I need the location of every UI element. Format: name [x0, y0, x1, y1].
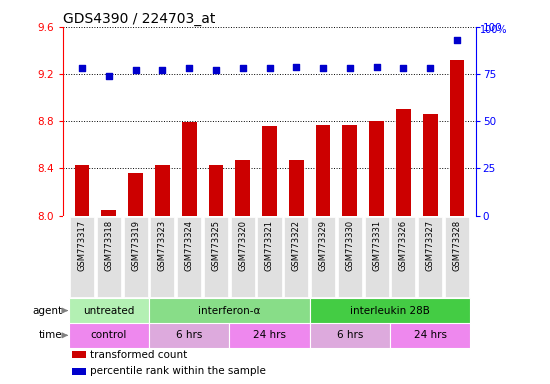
- Bar: [450, 60, 464, 215]
- Bar: [101, 210, 116, 215]
- Point: [131, 67, 140, 73]
- Bar: [343, 125, 357, 215]
- Bar: [75, 165, 89, 215]
- Text: agent: agent: [32, 306, 63, 316]
- FancyBboxPatch shape: [257, 217, 282, 296]
- Bar: [235, 160, 250, 215]
- FancyBboxPatch shape: [150, 217, 174, 296]
- Point: [399, 65, 408, 71]
- Text: GSM773319: GSM773319: [131, 220, 140, 271]
- Bar: [310, 298, 470, 323]
- FancyBboxPatch shape: [365, 217, 389, 296]
- Text: untreated: untreated: [83, 306, 134, 316]
- Point: [372, 63, 381, 70]
- Text: control: control: [91, 330, 127, 340]
- Text: GSM773331: GSM773331: [372, 220, 381, 271]
- Text: GSM773321: GSM773321: [265, 220, 274, 271]
- Text: 100%: 100%: [480, 25, 507, 35]
- Point: [318, 65, 327, 71]
- Point: [426, 65, 434, 71]
- Text: GSM773329: GSM773329: [318, 220, 328, 271]
- Text: GSM773323: GSM773323: [158, 220, 167, 271]
- Bar: [229, 323, 310, 348]
- Text: time: time: [39, 330, 63, 340]
- FancyBboxPatch shape: [284, 217, 309, 296]
- Text: GSM773317: GSM773317: [78, 220, 86, 271]
- Point: [453, 37, 461, 43]
- Bar: [182, 122, 196, 215]
- Text: GSM773330: GSM773330: [345, 220, 354, 271]
- Text: GSM773328: GSM773328: [453, 220, 461, 271]
- Text: 24 hrs: 24 hrs: [253, 330, 286, 340]
- Bar: [369, 121, 384, 215]
- Text: interleukin 28B: interleukin 28B: [350, 306, 430, 316]
- Bar: [396, 109, 411, 215]
- Point: [104, 73, 113, 79]
- Bar: [72, 368, 86, 375]
- Bar: [390, 323, 470, 348]
- FancyBboxPatch shape: [124, 217, 147, 296]
- FancyBboxPatch shape: [177, 217, 201, 296]
- Bar: [310, 323, 390, 348]
- Text: GSM773326: GSM773326: [399, 220, 408, 271]
- Text: 6 hrs: 6 hrs: [337, 330, 363, 340]
- Text: GSM773327: GSM773327: [426, 220, 434, 271]
- FancyBboxPatch shape: [311, 217, 335, 296]
- Bar: [149, 323, 229, 348]
- FancyBboxPatch shape: [97, 217, 121, 296]
- Text: 24 hrs: 24 hrs: [414, 330, 447, 340]
- Bar: [208, 165, 223, 215]
- FancyBboxPatch shape: [392, 217, 415, 296]
- Point: [78, 65, 86, 71]
- Point: [212, 67, 221, 73]
- Bar: [316, 125, 331, 215]
- FancyBboxPatch shape: [338, 217, 362, 296]
- FancyBboxPatch shape: [204, 217, 228, 296]
- Bar: [289, 160, 304, 215]
- Text: GSM773322: GSM773322: [292, 220, 301, 271]
- FancyBboxPatch shape: [70, 217, 94, 296]
- Text: transformed count: transformed count: [90, 349, 188, 359]
- Bar: [262, 126, 277, 215]
- Bar: [128, 173, 143, 215]
- Point: [292, 63, 301, 70]
- Text: GSM773318: GSM773318: [104, 220, 113, 271]
- Point: [158, 67, 167, 73]
- Bar: [423, 114, 438, 215]
- Text: 6 hrs: 6 hrs: [176, 330, 202, 340]
- Point: [238, 65, 247, 71]
- Text: GSM773325: GSM773325: [211, 220, 221, 271]
- Text: GDS4390 / 224703_at: GDS4390 / 224703_at: [63, 12, 216, 26]
- FancyBboxPatch shape: [230, 217, 255, 296]
- Point: [345, 65, 354, 71]
- Text: GSM773324: GSM773324: [185, 220, 194, 271]
- Bar: [72, 351, 86, 358]
- Point: [185, 65, 194, 71]
- FancyBboxPatch shape: [445, 217, 469, 296]
- Bar: [155, 165, 170, 215]
- Bar: [149, 298, 310, 323]
- FancyBboxPatch shape: [418, 217, 442, 296]
- Bar: [69, 298, 149, 323]
- Text: interferon-α: interferon-α: [198, 306, 261, 316]
- Text: GSM773320: GSM773320: [238, 220, 247, 271]
- Text: percentile rank within the sample: percentile rank within the sample: [90, 366, 266, 376]
- Point: [265, 65, 274, 71]
- Bar: [69, 323, 149, 348]
